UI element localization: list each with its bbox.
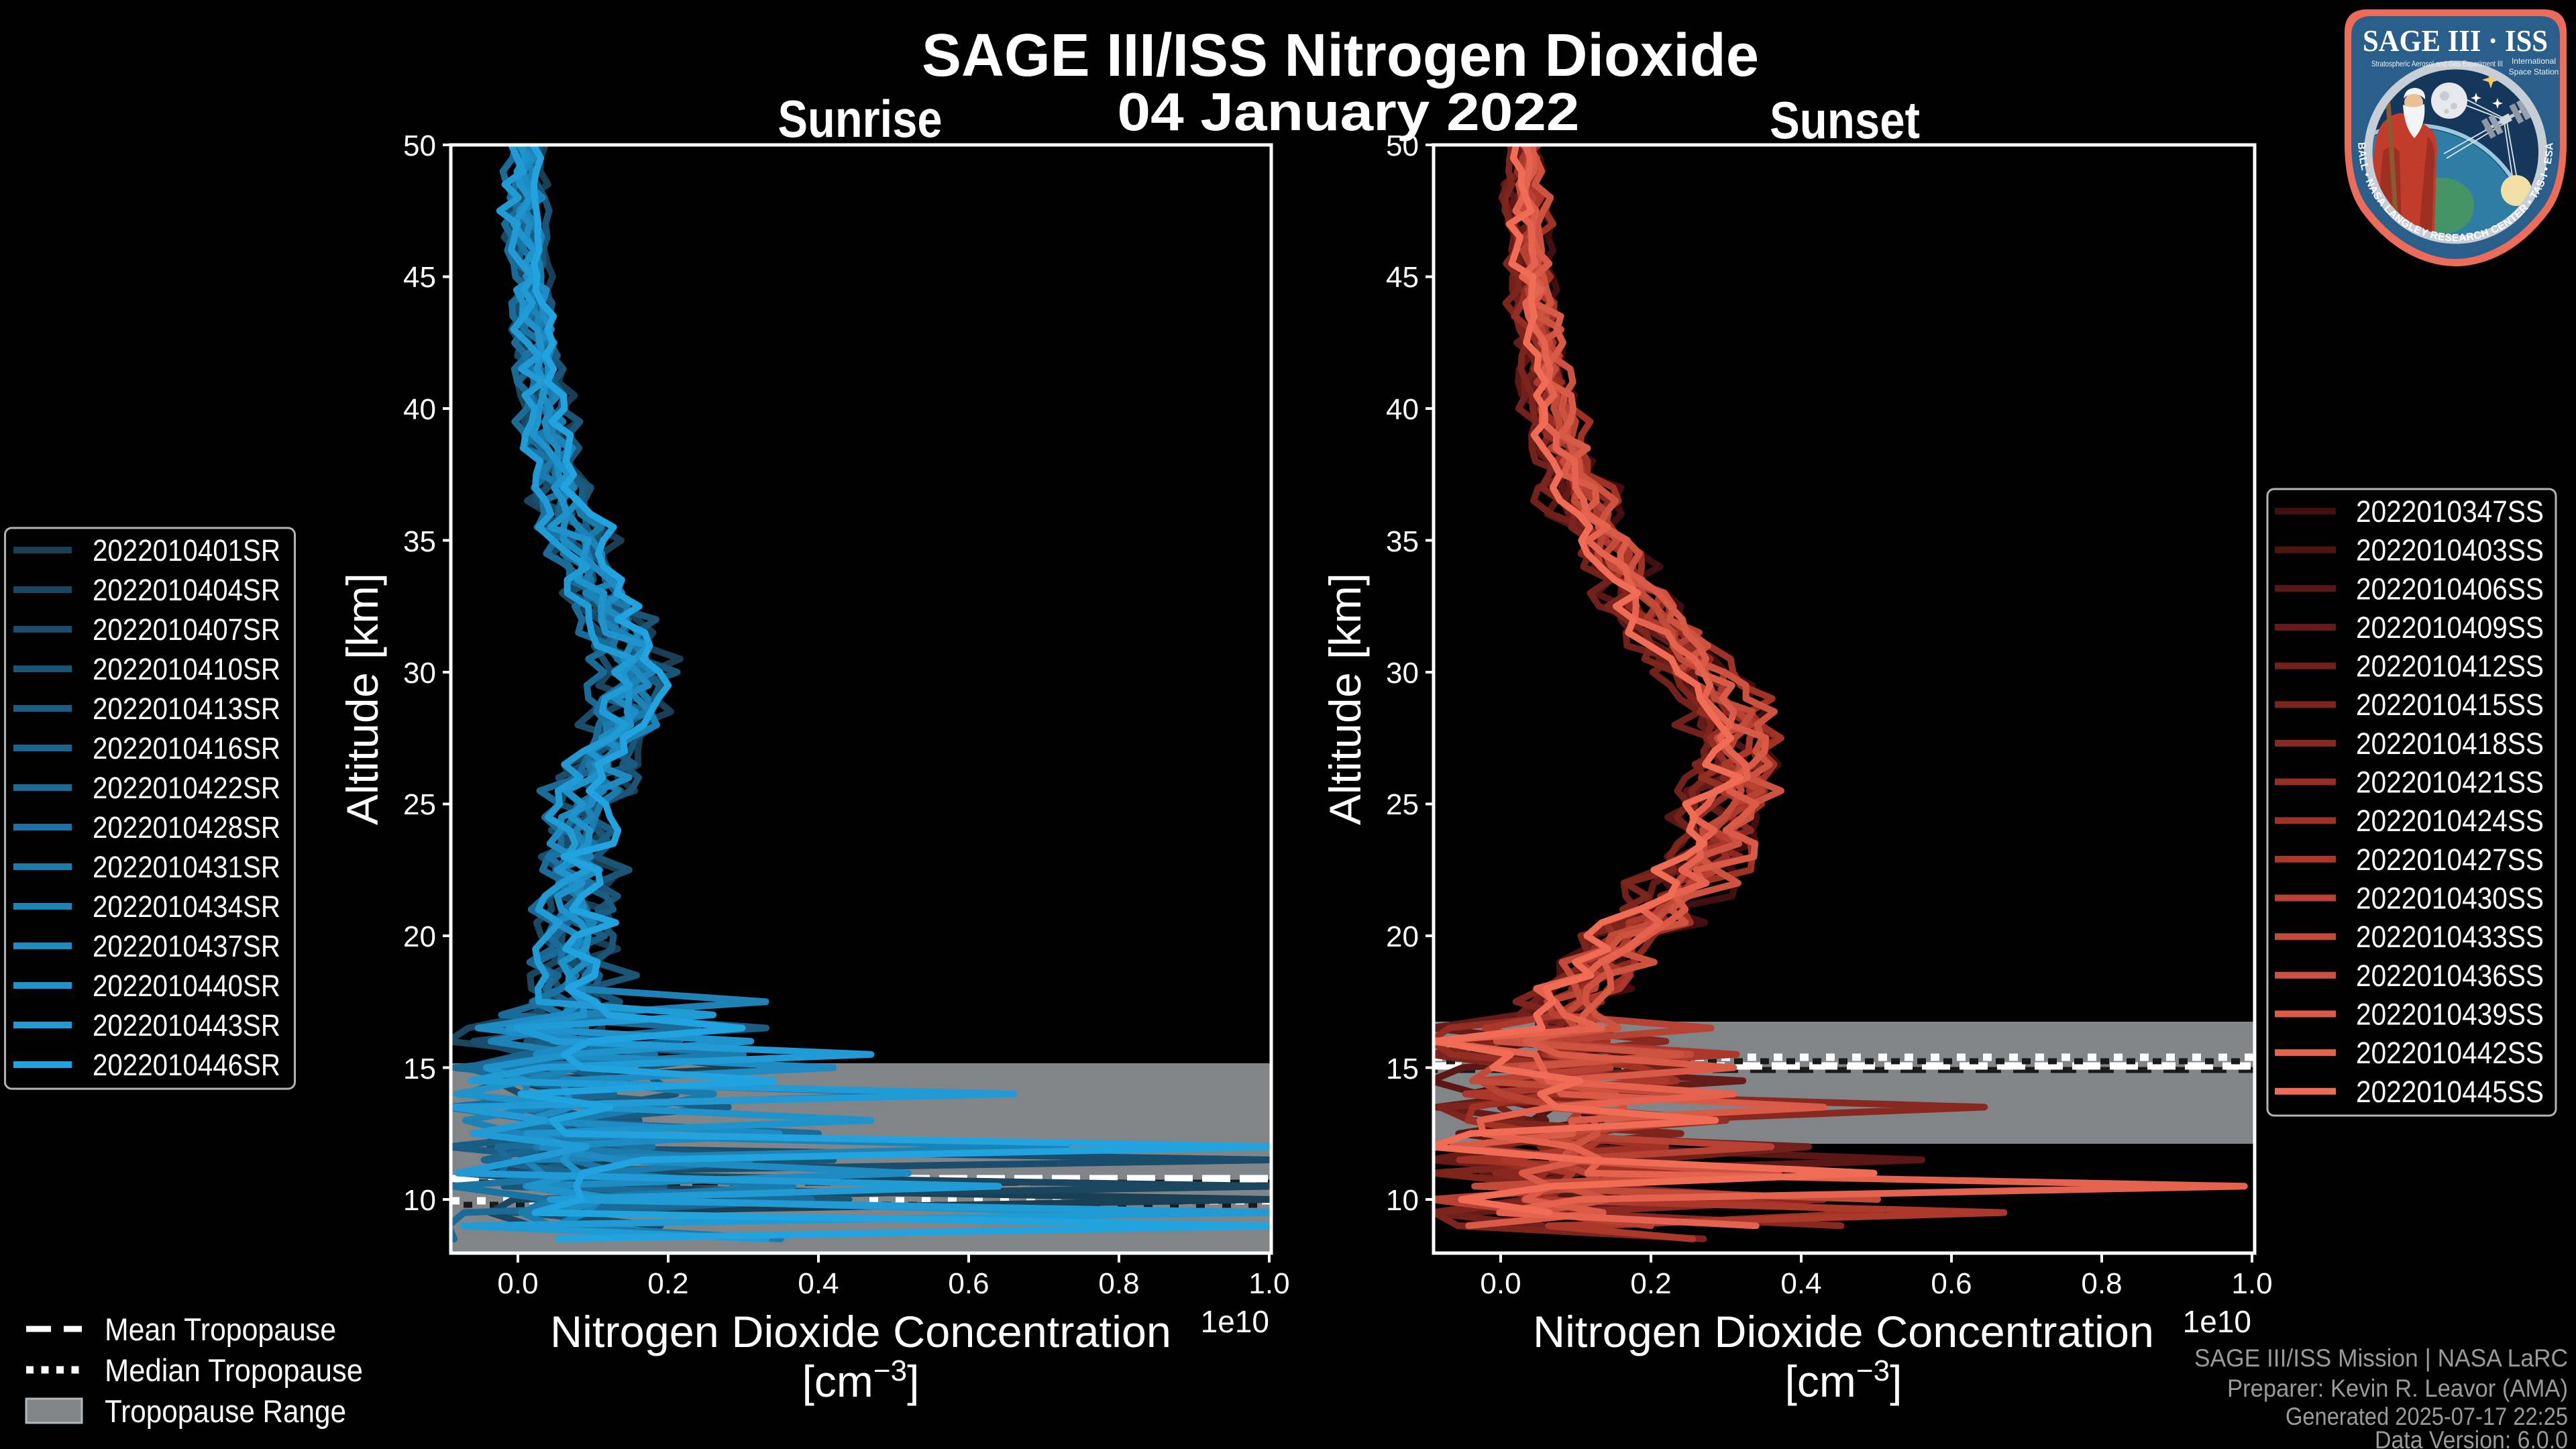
svg-text:1e10: 1e10 — [1201, 1304, 1269, 1339]
svg-text:2022010422SR: 2022010422SR — [93, 771, 280, 805]
svg-text:2022010440SR: 2022010440SR — [93, 969, 280, 1003]
svg-text:0.0: 0.0 — [1480, 1267, 1521, 1300]
svg-text:0.8: 0.8 — [2081, 1267, 2122, 1300]
svg-text:0.2: 0.2 — [647, 1267, 688, 1300]
svg-text:40: 40 — [1386, 393, 1419, 426]
svg-text:[cm−3]: [cm−3] — [1785, 1354, 1902, 1406]
svg-text:2022010418SS: 2022010418SS — [2356, 727, 2544, 761]
svg-text:2022010415SS: 2022010415SS — [2356, 688, 2544, 722]
svg-text:20: 20 — [1386, 920, 1419, 953]
svg-text:10: 10 — [403, 1184, 436, 1217]
svg-text:2022010445SS: 2022010445SS — [2356, 1075, 2544, 1109]
svg-text:20: 20 — [403, 920, 436, 953]
svg-text:Sunrise: Sunrise — [778, 89, 943, 148]
svg-text:2022010401SR: 2022010401SR — [93, 533, 280, 568]
svg-text:2022010421SS: 2022010421SS — [2356, 765, 2544, 800]
svg-text:2022010433SS: 2022010433SS — [2356, 920, 2544, 954]
svg-text:Data Version: 6.0.0: Data Version: 6.0.0 — [2375, 1426, 2568, 1449]
svg-text:25: 25 — [403, 788, 436, 821]
svg-text:International: International — [2512, 56, 2556, 66]
svg-text:Tropopause Range: Tropopause Range — [105, 1393, 346, 1429]
svg-text:Nitrogen Dioxide Concentration: Nitrogen Dioxide Concentration — [550, 1307, 1171, 1356]
svg-text:Sunset: Sunset — [1770, 91, 1920, 150]
svg-text:2022010407SR: 2022010407SR — [93, 612, 280, 647]
svg-text:30: 30 — [403, 657, 436, 690]
svg-text:Median Tropopause: Median Tropopause — [105, 1352, 363, 1388]
svg-text:1e10: 1e10 — [2183, 1304, 2251, 1339]
svg-text:Preparer: Kevin R. Leavor (AMA: Preparer: Kevin R. Leavor (AMA) — [2227, 1375, 2568, 1402]
svg-text:45: 45 — [1386, 261, 1419, 294]
svg-text:2022010443SR: 2022010443SR — [93, 1008, 280, 1042]
svg-text:0.6: 0.6 — [1931, 1267, 1972, 1300]
svg-text:2022010416SR: 2022010416SR — [93, 731, 280, 765]
svg-text:SAGE III/ISS Nitrogen Dioxide: SAGE III/ISS Nitrogen Dioxide — [922, 22, 1759, 89]
svg-text:30: 30 — [1386, 657, 1419, 690]
svg-text:40: 40 — [403, 393, 436, 426]
svg-text:0.0: 0.0 — [497, 1267, 538, 1300]
svg-text:2022010446SR: 2022010446SR — [93, 1048, 280, 1082]
svg-text:Mean Tropopause: Mean Tropopause — [105, 1311, 336, 1347]
svg-text:25: 25 — [1386, 788, 1419, 821]
svg-text:[cm−3]: [cm−3] — [802, 1354, 920, 1406]
svg-text:45: 45 — [403, 261, 436, 294]
svg-text:2022010430SS: 2022010430SS — [2356, 881, 2544, 916]
svg-text:0.6: 0.6 — [948, 1267, 989, 1300]
svg-text:50: 50 — [403, 129, 436, 162]
svg-text:0.4: 0.4 — [798, 1267, 839, 1300]
svg-text:Generated 2025-07-17 22:25: Generated 2025-07-17 22:25 — [2286, 1403, 2568, 1430]
svg-text:2022010439SS: 2022010439SS — [2356, 997, 2544, 1031]
svg-text:15: 15 — [403, 1053, 436, 1085]
svg-text:2022010412SS: 2022010412SS — [2356, 649, 2544, 684]
svg-text:2022010406SS: 2022010406SS — [2356, 572, 2544, 606]
svg-text:2022010413SR: 2022010413SR — [93, 692, 280, 726]
svg-text:SAGE III · ISS: SAGE III · ISS — [2363, 23, 2548, 58]
svg-text:Altitude [km]: Altitude [km] — [337, 573, 387, 825]
svg-text:2022010437SR: 2022010437SR — [93, 929, 280, 963]
svg-text:1.0: 1.0 — [2231, 1267, 2272, 1300]
svg-text:Nitrogen Dioxide Concentration: Nitrogen Dioxide Concentration — [1533, 1307, 2154, 1356]
svg-text:2022010431SR: 2022010431SR — [93, 850, 280, 884]
svg-text:2022010434SR: 2022010434SR — [93, 890, 280, 924]
svg-text:2022010424SS: 2022010424SS — [2356, 804, 2544, 838]
svg-text:2022010442SS: 2022010442SS — [2356, 1036, 2544, 1070]
svg-text:2022010409SS: 2022010409SS — [2356, 610, 2544, 645]
svg-text:SAGE III/ISS Mission | NASA La: SAGE III/ISS Mission | NASA LaRC — [2194, 1344, 2568, 1372]
svg-text:50: 50 — [1386, 129, 1419, 162]
svg-text:0.8: 0.8 — [1098, 1267, 1139, 1300]
svg-text:0.2: 0.2 — [1630, 1267, 1671, 1300]
svg-text:0.4: 0.4 — [1780, 1267, 1821, 1300]
svg-text:04 January 2022: 04 January 2022 — [1118, 82, 1580, 142]
svg-text:Altitude [km]: Altitude [km] — [1320, 573, 1370, 825]
svg-text:15: 15 — [1386, 1053, 1419, 1085]
svg-text:2022010403SS: 2022010403SS — [2356, 533, 2544, 568]
svg-text:Space Station: Space Station — [2509, 67, 2559, 76]
svg-text:2022010404SR: 2022010404SR — [93, 573, 280, 607]
svg-text:35: 35 — [1386, 525, 1419, 558]
svg-text:2022010347SS: 2022010347SS — [2356, 494, 2544, 529]
svg-text:1.0: 1.0 — [1248, 1267, 1289, 1300]
svg-text:2022010410SR: 2022010410SR — [93, 652, 280, 686]
svg-text:2022010427SS: 2022010427SS — [2356, 843, 2544, 877]
svg-text:2022010436SS: 2022010436SS — [2356, 959, 2544, 993]
svg-text:10: 10 — [1386, 1184, 1419, 1217]
svg-text:35: 35 — [403, 525, 436, 558]
svg-text:2022010428SR: 2022010428SR — [93, 810, 280, 845]
svg-text:Stratospheric Aerosol and Gas: Stratospheric Aerosol and Gas Experiment… — [2371, 59, 2503, 68]
